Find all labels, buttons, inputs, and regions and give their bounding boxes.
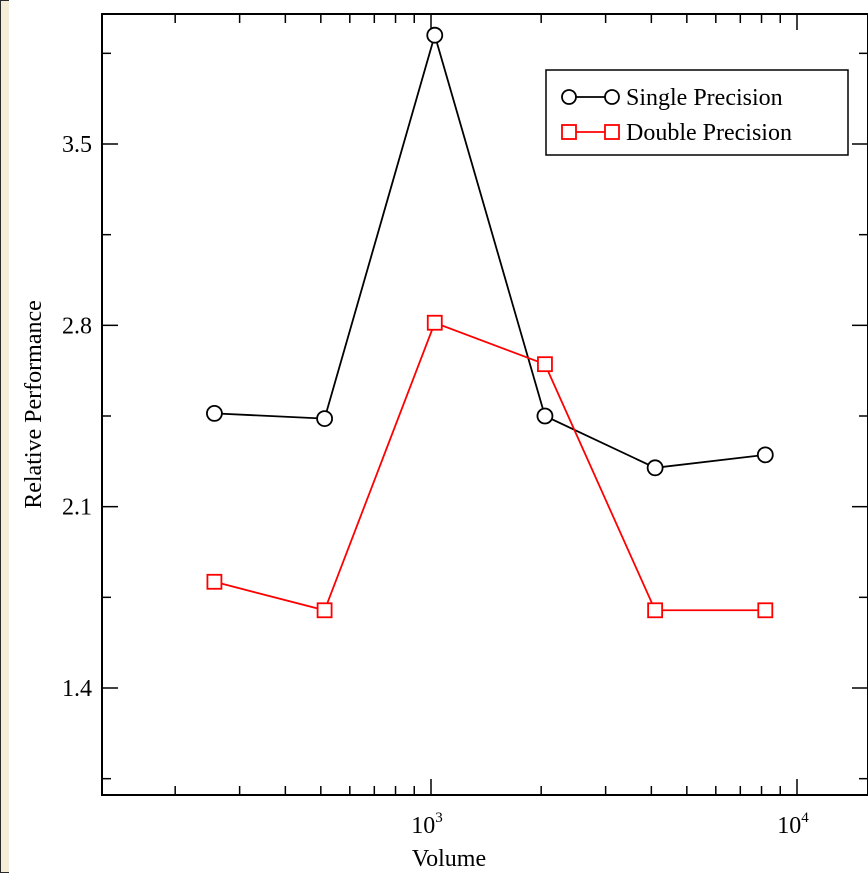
line-chart: 1.4 2.1 2.8 3.5 103 104 Volume Relative Perform…: [21, 13, 868, 872]
x-tick-label: 103: [411, 810, 443, 839]
y-tick-label: 2.1: [62, 495, 92, 521]
y-tick-label: 3.5: [62, 132, 92, 158]
data-point-square: [757, 602, 774, 619]
legend-marker-square: [561, 124, 577, 140]
data-point-square: [426, 314, 443, 331]
series-line-2: [214, 321, 766, 612]
legend-box: [545, 69, 849, 156]
data-point-circle: [646, 459, 664, 477]
y-tick-label: 1.4: [62, 676, 92, 702]
legend-marker-circle: [604, 89, 620, 105]
data-point-square: [537, 356, 553, 373]
series-line-1: [214, 31, 766, 469]
data-point-circle: [536, 407, 554, 425]
y-tick-label: 2.8: [62, 313, 92, 339]
y-axis-label: Relative Performance: [21, 300, 47, 509]
chart-canvas: 1.4 2.1 2.8 3.5 103 104 Volume Relative Perform…: [9, 0, 868, 873]
data-point-circle: [426, 26, 444, 44]
data-point-circle: [206, 405, 223, 422]
data-point-square: [647, 602, 664, 619]
legend-label: Single Precision: [626, 85, 783, 111]
legend-label: Double Precision: [626, 120, 792, 146]
plot-frame: [101, 13, 868, 796]
x-tick-label: 104: [777, 810, 809, 839]
legend-marker-circle: [561, 89, 577, 105]
x-axis-label: Volume: [412, 846, 486, 872]
data-point-circle: [756, 446, 774, 464]
data-point-square: [206, 573, 223, 590]
data-point-square: [316, 602, 333, 619]
legend-marker-square: [604, 124, 620, 140]
data-point-circle: [316, 410, 333, 427]
